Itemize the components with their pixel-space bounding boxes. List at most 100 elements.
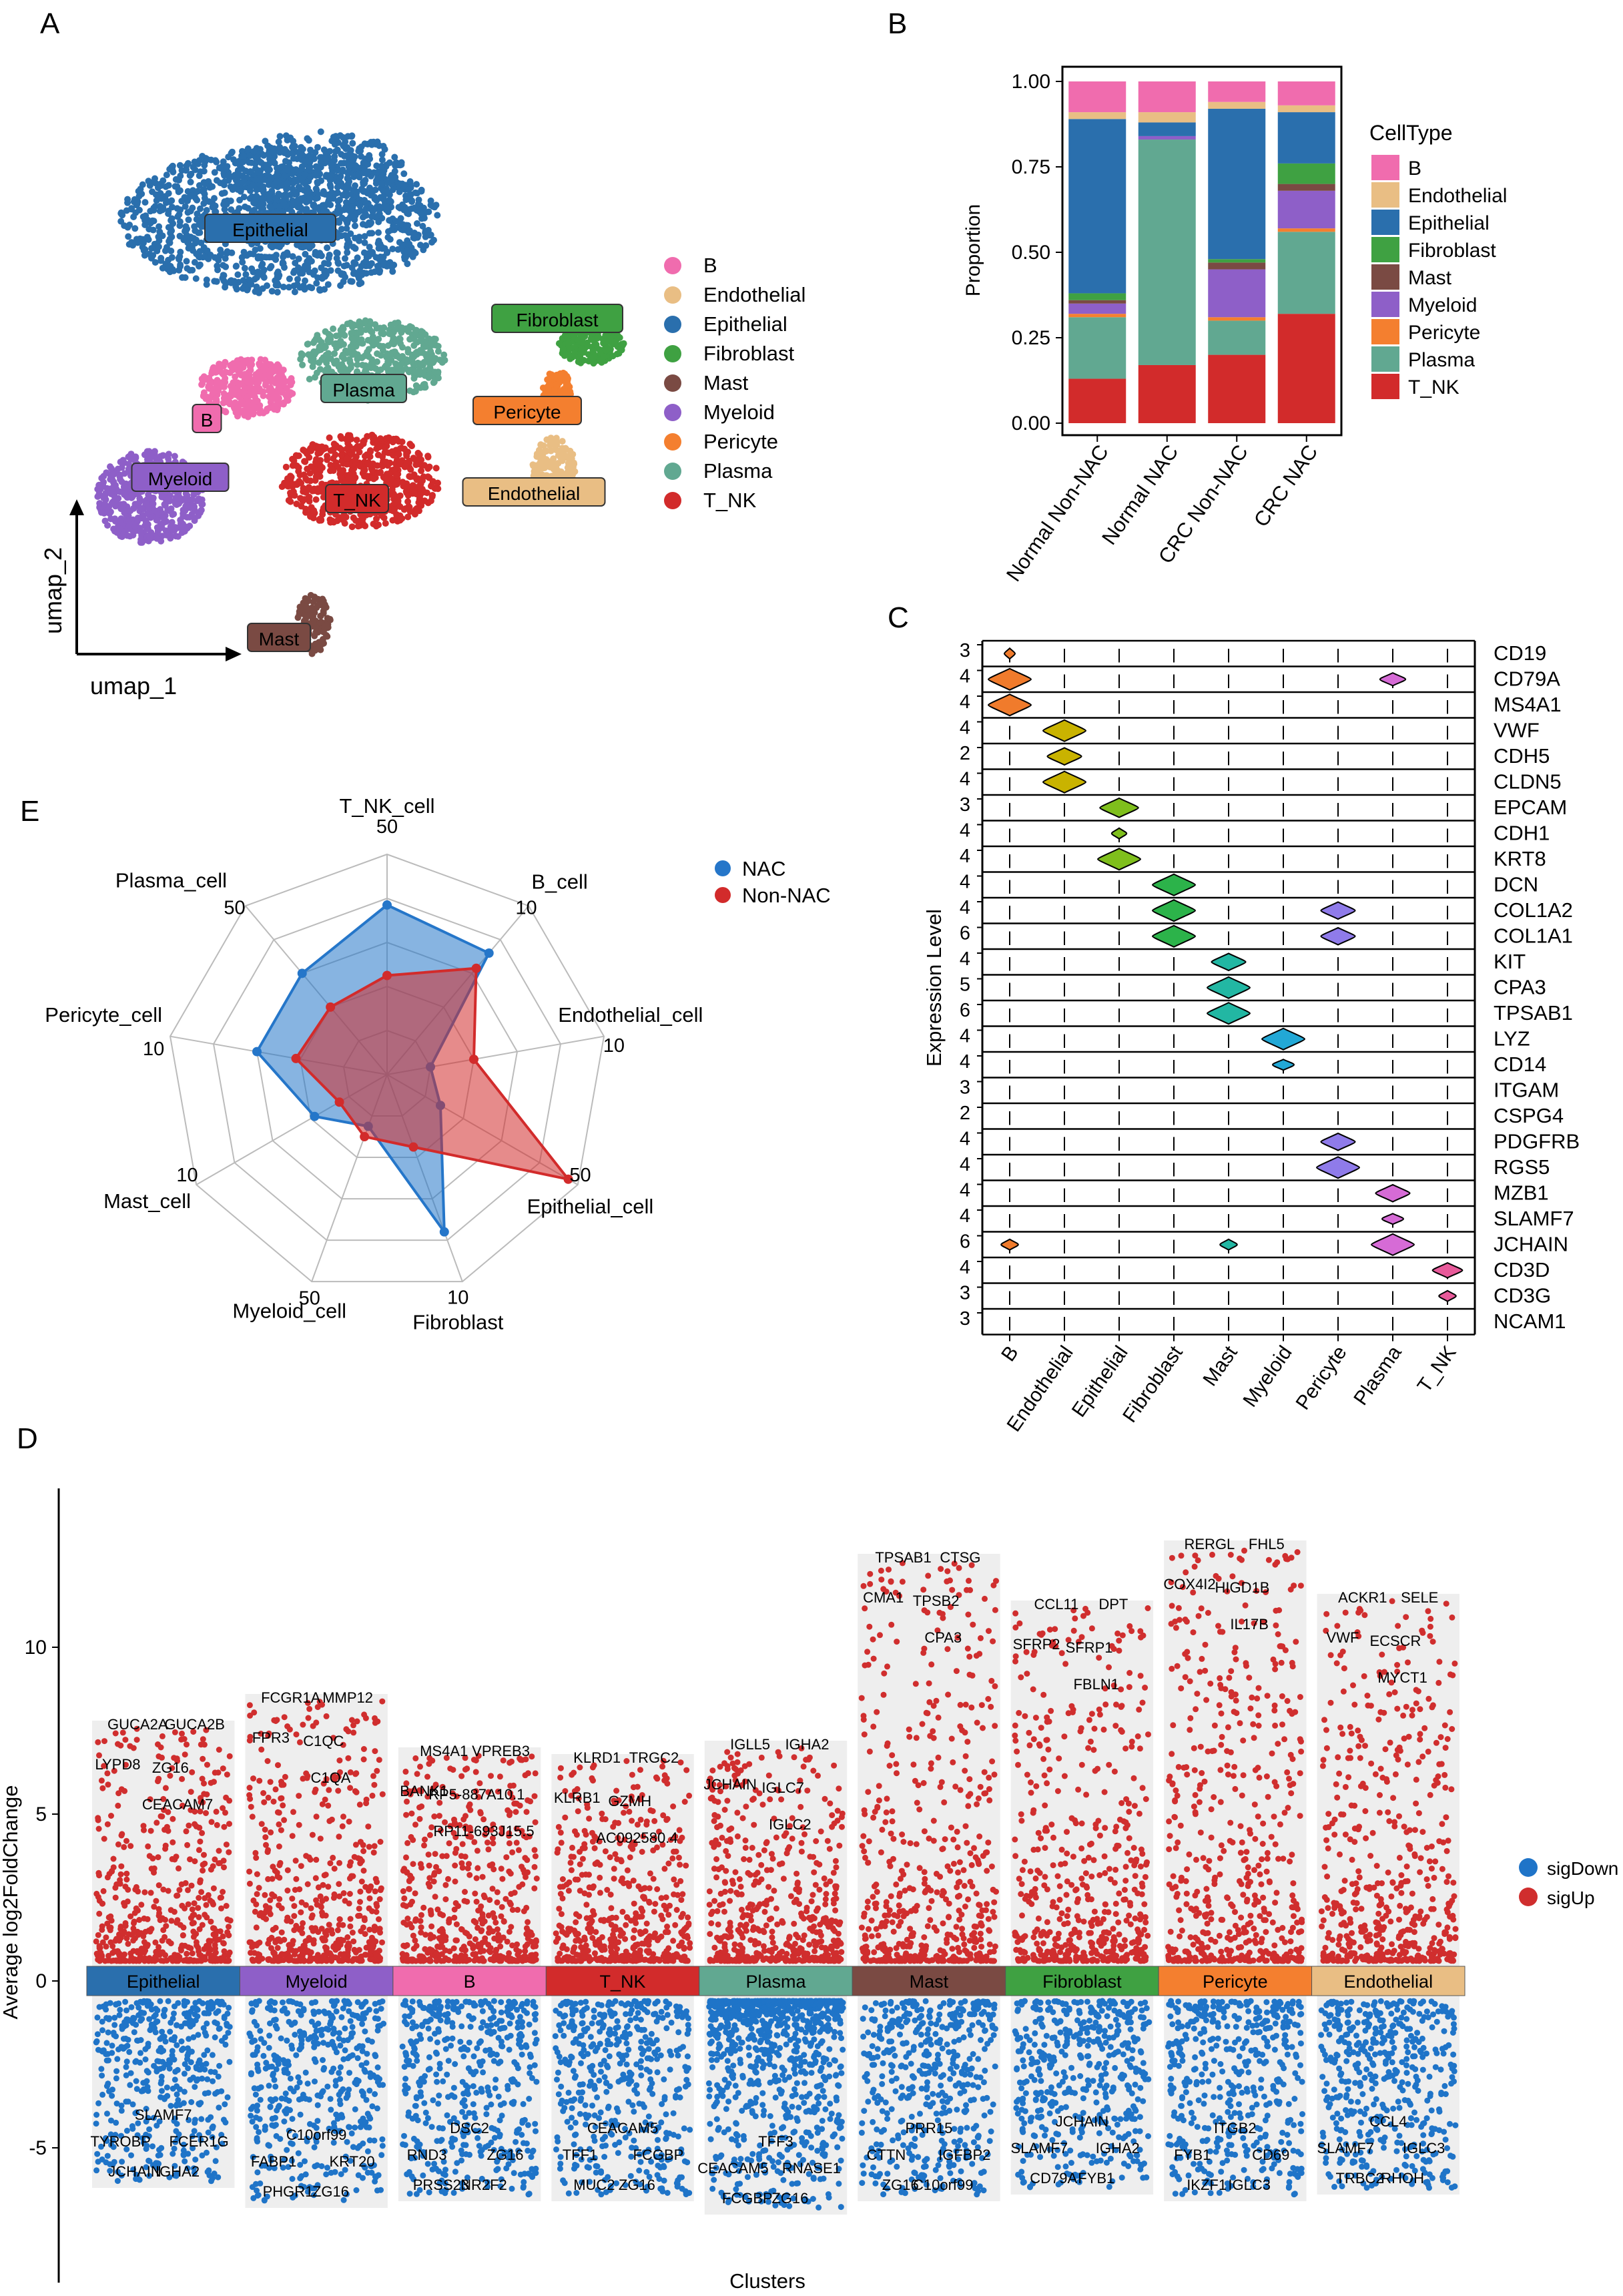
umap-point (185, 216, 192, 224)
volcano-point-up (159, 1733, 166, 1739)
umap-point (225, 177, 232, 184)
umap-point (274, 288, 281, 296)
umap-point (434, 348, 442, 355)
violin-gene-col1a2: COL1A2 (1494, 898, 1573, 922)
umap-point (284, 180, 291, 187)
umap-point (313, 369, 320, 376)
umap-point (196, 254, 204, 261)
umap-point (130, 214, 137, 220)
umap-point (241, 376, 248, 383)
umap-point (190, 247, 196, 254)
umap-point (567, 388, 574, 395)
umap-point (314, 274, 322, 282)
umap-point (117, 218, 125, 225)
umap-point (366, 152, 373, 159)
violin-shape (1381, 1213, 1405, 1225)
umap-point (346, 162, 353, 169)
umap-point (145, 178, 152, 185)
radar-point-non-nac (471, 963, 481, 973)
umap-point (347, 212, 354, 220)
bar-segment-pericyte (1208, 317, 1266, 321)
umap-point (172, 183, 179, 190)
umap-point (137, 539, 144, 546)
umap-point (254, 168, 262, 176)
umap-point (348, 523, 356, 531)
umap-point (101, 517, 109, 525)
bar-segment-plasma (1277, 232, 1335, 314)
umap-legend-key (664, 463, 681, 480)
umap-point (176, 162, 184, 169)
umap-point (289, 253, 296, 260)
violin-ymax: 4 (960, 948, 970, 970)
bar-segment-myeloid (1068, 303, 1126, 314)
bar-ytick-label: 0.50 (1012, 242, 1050, 264)
radar-axis-endothelial-cell: Endothelial_cell (558, 1003, 703, 1027)
umap-point (334, 250, 341, 257)
umap-point (398, 445, 405, 452)
bar-segment-t-nk (1208, 354, 1266, 423)
umap-point (293, 501, 300, 507)
umap-point (255, 253, 262, 260)
umap-point (127, 456, 135, 463)
umap-point (396, 336, 404, 342)
umap-point (353, 437, 360, 444)
volcano-ytick-label: 0 (35, 1970, 47, 1992)
bar-legend-title: CellType (1369, 121, 1453, 145)
bar-legend-endothelial: Endothelial (1408, 185, 1507, 207)
umap-point (213, 278, 220, 285)
umap-point (390, 222, 397, 230)
umap-point (361, 233, 368, 240)
bar-legend-key (1371, 210, 1399, 235)
violin-gene-cdh1: CDH1 (1494, 821, 1550, 844)
umap-point (240, 389, 247, 396)
umap-point (199, 380, 206, 387)
bar-segment-myeloid (1138, 135, 1196, 140)
umap-point (398, 324, 406, 332)
volcano-point-up (203, 1902, 210, 1908)
umap-label-epithelial: Epithelial (232, 220, 308, 240)
umap-point (265, 178, 272, 185)
umap-point (561, 352, 568, 359)
violin-shape (1379, 672, 1407, 687)
umap-point (312, 172, 319, 178)
violin-ymax: 4 (960, 1257, 970, 1278)
umap-point (272, 195, 280, 202)
volcano-point-up (220, 1940, 227, 1947)
umap-point (220, 371, 227, 378)
umap-point (342, 255, 348, 262)
umap-point (533, 453, 541, 460)
umap-point (146, 533, 153, 541)
umap-point (294, 204, 302, 211)
umap-point (399, 479, 406, 486)
volcano-point-up (189, 1920, 196, 1927)
umap-legend-key (664, 257, 681, 274)
radar-legend-non-nac: Non-NAC (742, 884, 831, 907)
umap-point (230, 360, 237, 367)
umap-point (264, 166, 271, 174)
umap-legend-myeloid: Myeloid (703, 400, 775, 424)
violin-ymax: 4 (960, 897, 970, 918)
umap-point (432, 202, 440, 209)
umap-point (413, 338, 420, 346)
umap-point (419, 362, 426, 369)
umap-point (138, 505, 145, 512)
umap-point (396, 188, 403, 196)
violin-gene-rgs5: RGS5 (1494, 1155, 1550, 1179)
umap-point (365, 168, 372, 176)
bar-legend-pericyte: Pericyte (1408, 322, 1480, 344)
violin-cluster-plasma: Plasma (1349, 1342, 1406, 1409)
umap-point (305, 241, 312, 248)
violin-gene-krt8: KRT8 (1494, 847, 1546, 870)
bar-segment-epithelial (1208, 108, 1266, 260)
volcano-ytick-label: 10 (25, 1637, 47, 1659)
umap-point (184, 160, 192, 167)
umap-point (397, 515, 404, 523)
umap-point (412, 332, 420, 339)
umap-point (141, 221, 149, 228)
umap-point (357, 329, 364, 336)
umap-point (406, 178, 414, 185)
umap-point (252, 398, 259, 405)
violin-shape (1431, 1261, 1464, 1279)
umap-point (174, 205, 181, 212)
umap-point (400, 170, 408, 178)
